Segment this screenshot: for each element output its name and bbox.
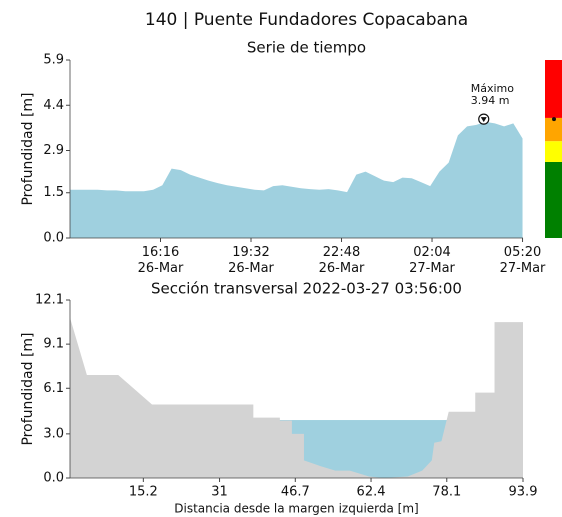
x-tick-label: 02:04 27-Mar — [409, 245, 455, 276]
area — [70, 121, 523, 238]
y-axis-label: Profundidad [m] — [20, 92, 36, 205]
chart-title: Sección transversal 2022-03-27 03:56:00 — [151, 280, 462, 298]
x-tick-label: 62.4 — [357, 485, 386, 500]
y-tick-label: 9.1 — [43, 337, 64, 352]
max-value-label: 3.94 m — [471, 94, 510, 107]
terrain — [70, 317, 523, 478]
level-dot — [552, 117, 556, 122]
y-tick-label: 2.9 — [43, 143, 64, 158]
y-tick-label: 1.5 — [43, 185, 64, 200]
x-tick-label: 19:32 26-Mar — [228, 245, 274, 276]
x-tick-label: 31 — [211, 485, 228, 500]
x-tick-label: 05:20 27-Mar — [500, 245, 546, 276]
y-tick-label: 5.9 — [43, 53, 64, 68]
level-band — [545, 117, 562, 142]
level-band — [545, 60, 562, 118]
x-tick-label: 46.7 — [281, 485, 310, 500]
chart-subtitle: Serie de tiempo — [247, 39, 366, 57]
level-band — [545, 141, 562, 162]
x-tick-label: 93.9 — [509, 485, 538, 500]
x-tick-label: 22:48 26-Mar — [319, 245, 365, 276]
max-label: Máximo — [471, 82, 515, 95]
x-axis-label: Distancia desde la margen izquierda [m] — [174, 502, 418, 516]
y-tick-label: 0.0 — [43, 231, 64, 246]
level-band — [545, 161, 562, 238]
x-tick-label: 78.1 — [432, 485, 461, 500]
max-marker-arrow — [480, 117, 487, 123]
y-tick-label: 0.0 — [43, 471, 64, 486]
y-axis-label: Profundidad [m] — [20, 332, 36, 445]
chart-title: 140 | Puente Fundadores Copacabana — [145, 10, 468, 30]
y-tick-label: 3.0 — [43, 426, 64, 441]
y-tick-label: 12.1 — [35, 293, 64, 308]
y-tick-label: 4.4 — [43, 98, 64, 113]
x-tick-label: 16:16 26-Mar — [138, 245, 184, 276]
x-tick-label: 15.2 — [129, 485, 158, 500]
y-tick-label: 6.1 — [43, 381, 64, 396]
